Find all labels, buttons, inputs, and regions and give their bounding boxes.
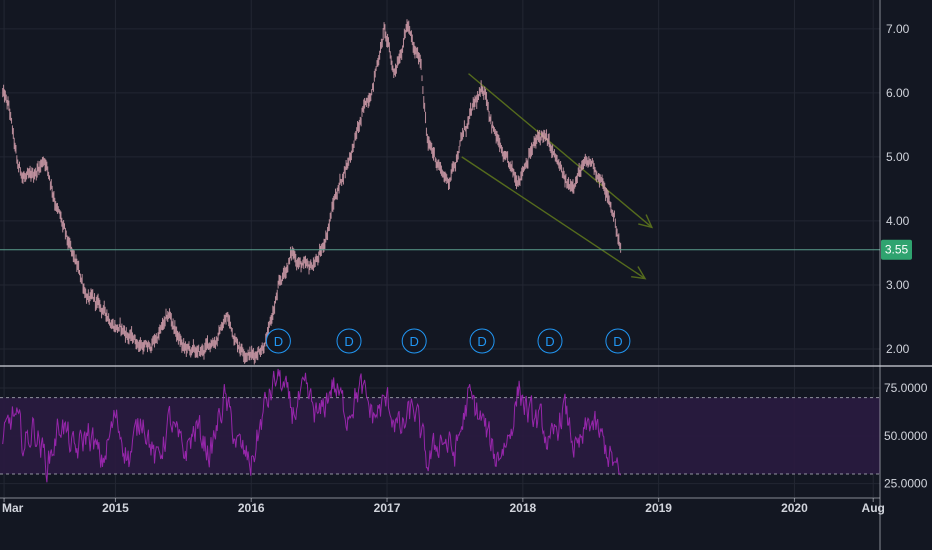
dividend-marker-1[interactable] <box>265 328 291 354</box>
time-tick-label-2020: 2020 <box>781 501 808 515</box>
price-tick-label-3.00: 3.00 <box>886 278 910 292</box>
dividend-label-3: D <box>410 334 419 349</box>
current-price-badge <box>881 239 912 260</box>
trend-line-1 <box>468 73 653 228</box>
dividend-marker-4[interactable] <box>469 328 495 354</box>
price-tick-label-5.00: 5.00 <box>886 150 910 164</box>
dividend-marker-2[interactable] <box>336 328 362 354</box>
time-tick-label-2015: 2015 <box>102 501 129 515</box>
dividend-label-2: D <box>344 334 353 349</box>
time-tick-label-2019: 2019 <box>645 501 672 515</box>
rsi-tick-label-50.0000: 50.0000 <box>884 429 928 443</box>
trend-line-arrowhead-1 <box>638 214 654 229</box>
time-tick-label-2016: 2016 <box>238 501 265 515</box>
dividend-label-6: D <box>613 334 622 349</box>
price-tick-label-6.00: 6.00 <box>886 86 910 100</box>
rsi-line[interactable] <box>2 368 621 483</box>
dividend-label-4: D <box>477 334 486 349</box>
trend-line-arrowhead-2 <box>631 266 647 280</box>
time-tick-label-2017: 2017 <box>374 501 401 515</box>
current-price-line-group: 3.55 <box>0 239 912 260</box>
dividend-label-5: D <box>545 334 554 349</box>
dividend-marker-3[interactable] <box>401 328 427 354</box>
time-tick-label-2018: 2018 <box>509 501 536 515</box>
trend-lines <box>461 73 654 280</box>
current-price-label: 3.55 <box>885 243 909 257</box>
price-tick-label-4.00: 4.00 <box>886 214 910 228</box>
rsi-tick-label-75.0000: 75.0000 <box>884 381 928 395</box>
rsi-tick-label-25.0000: 25.0000 <box>884 477 928 491</box>
dividend-label-1: D <box>274 334 283 349</box>
time-tick-label-Aug: Aug <box>862 501 885 515</box>
rsi-series[interactable] <box>2 368 621 483</box>
dividend-marker-5[interactable] <box>537 328 563 354</box>
dividend-marker-6[interactable] <box>605 328 631 354</box>
time-tick-label-Mar: Mar <box>2 501 24 515</box>
price-tick-label-2.00: 2.00 <box>886 342 910 356</box>
trend-line-2 <box>461 156 646 280</box>
price-tick-label-7.00: 7.00 <box>886 22 910 36</box>
price-series[interactable] <box>2 19 622 365</box>
